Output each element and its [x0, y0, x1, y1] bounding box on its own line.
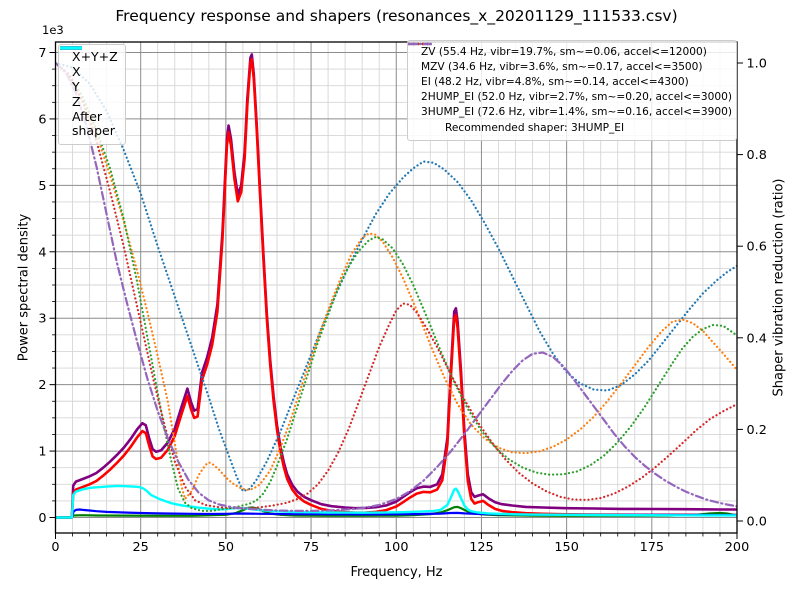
x-axis-label: Frequency, Hz: [350, 565, 443, 580]
axis-ticks: 0 25 50 75 100 125 150 175 200 0 1 2 3 4 5 6 7 0.0 0.2 0.4 0…: [38, 46, 767, 555]
legend-item: After shaper: [60, 46, 118, 138]
legend-label: EI (48.2 Hz, vibr=4.8%, sm~=0.14, accel<…: [421, 76, 689, 89]
legend-swatch-solid: [60, 46, 82, 50]
y-right-tick-label: 0.8: [747, 148, 767, 163]
legend-label: Y: [72, 79, 80, 94]
y-axis-offset-text: 1e3: [42, 23, 64, 37]
legend-label: MZV (34.6 Hz, vibr=3.6%, sm~=0.17, accel…: [421, 60, 703, 73]
y-left-tick-label: 3: [38, 312, 46, 327]
x-tick-label: 200: [725, 540, 749, 555]
y-right-tick-label: 1.0: [747, 57, 767, 72]
chart-title: Frequency response and shapers (resonanc…: [115, 7, 678, 25]
legend-item: 2HUMP_EI (52.0 Hz, vibr=2.7%, sm~=0.20, …: [408, 42, 732, 106]
y-left-tick-label: 1: [38, 445, 46, 460]
legend-psd: X+Y+Z X Y Z After shaper: [58, 44, 126, 145]
y-left-tick-label: 0: [38, 511, 46, 526]
series-x: [55, 57, 737, 519]
y-left-tick-label: 4: [38, 245, 46, 260]
x-tick-label: 0: [51, 540, 59, 555]
y-right-tick-label: 0.6: [747, 240, 767, 255]
legend-item: EI (48.2 Hz, vibr=4.8%, sm~=0.14, accel<…: [408, 42, 730, 90]
series-curves: [55, 53, 737, 519]
x-tick-label: 100: [384, 540, 408, 555]
legend-label: After shaper: [72, 109, 115, 138]
y-axis-label-left: Power spectral density: [16, 213, 32, 362]
legend-item: X+Y+Z: [60, 46, 118, 64]
y-right-tick-label: 0.0: [747, 515, 767, 530]
y-axis-label-right: Shaper vibration reduction (ratio): [771, 178, 787, 397]
legend-label: 2HUMP_EI (52.0 Hz, vibr=2.7%, sm~=0.20, …: [421, 91, 732, 104]
legend-label: X+Y+Z: [72, 49, 118, 64]
y-right-tick-label: 0.4: [747, 331, 767, 346]
legend-label: ZV (55.4 Hz, vibr=19.7%, sm~=0.06, accel…: [421, 45, 707, 58]
legend-label: X: [72, 64, 81, 79]
x-tick-label: 125: [469, 540, 493, 555]
x-tick-label: 50: [218, 540, 234, 555]
x-tick-label: 175: [640, 540, 664, 555]
x-tick-label: 25: [133, 540, 149, 555]
series-zv: [55, 61, 737, 493]
x-tick-label: 150: [554, 540, 578, 555]
legend-item: Z: [60, 46, 118, 109]
y-left-tick-label: 2: [38, 378, 46, 393]
legend-footer: Recommended shaper: 3HUMP_EI: [414, 121, 730, 136]
y-left-tick-label: 5: [38, 179, 46, 194]
legend-swatch-dashdot: [408, 42, 432, 46]
series-ei: [55, 61, 737, 512]
recommended-shaper-text: Recommended shaper: 3HUMP_EI: [445, 121, 625, 134]
legend-item: ZV (55.4 Hz, vibr=19.7%, sm~=0.06, accel…: [408, 42, 730, 60]
legend-shapers: ZV (55.4 Hz, vibr=19.7%, sm~=0.06, accel…: [407, 40, 737, 142]
legend-item: Y: [60, 46, 118, 94]
y-right-tick-label: 0.2: [747, 423, 767, 438]
legend-item: 3HUMP_EI (72.6 Hz, vibr=1.4%, sm~=0.16, …: [408, 42, 732, 121]
legend-label: Z: [72, 94, 81, 109]
y-left-tick-label: 7: [38, 46, 46, 61]
legend-item: MZV (34.6 Hz, vibr=3.6%, sm~=0.17, accel…: [408, 42, 730, 75]
legend-label: 3HUMP_EI (72.6 Hz, vibr=1.4%, sm~=0.16, …: [421, 106, 732, 119]
series-3hump-ei: [55, 61, 737, 512]
x-tick-label: 75: [303, 540, 319, 555]
y-left-tick-label: 6: [38, 112, 46, 127]
legend-item: X: [60, 46, 118, 79]
